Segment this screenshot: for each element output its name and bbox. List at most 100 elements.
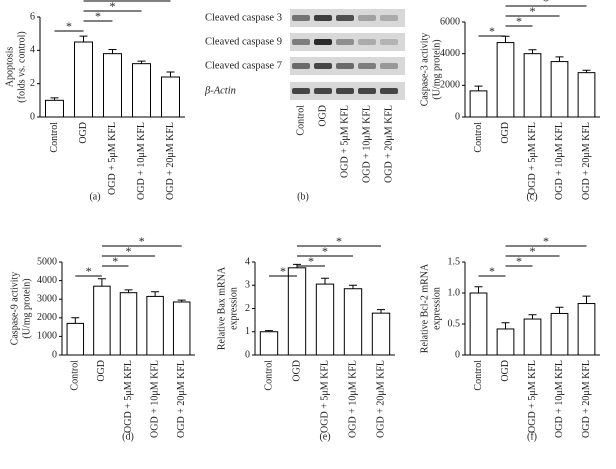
blot-lane-label: OGD + 10μM KFL [361,105,372,183]
y-tick-label: 0 [455,349,460,360]
significance-label: * [110,0,116,13]
y-tick-label: 0 [455,111,460,122]
error-bar [528,49,537,54]
bar [496,328,515,356]
y-tick-label: 4 [245,256,250,267]
error-bar [108,49,117,54]
x-tick-label: OGD + 5μM KFL [527,122,538,195]
y-axis-label: Relative Bax mRNA [216,266,227,350]
significance-label: * [95,9,101,23]
y-axis-label: Relative Bcl-2 mRNA [419,263,430,353]
significance-label: * [530,244,536,258]
x-tick-label: Control [49,122,60,153]
error-bar [79,35,88,42]
blot-strip [290,33,405,51]
y-axis-label: Caspase-3 activity [419,33,430,107]
error-bar [50,97,59,101]
significance-label: * [543,234,549,248]
blot-band [358,39,376,45]
bar [103,53,122,118]
bar [577,303,596,356]
bar [550,312,569,356]
y-tick-label: 4000 [37,275,57,286]
y-tick-label: 4 [30,45,35,56]
blot-lane-label: OGD [317,105,328,127]
y-tick-label: 6000 [440,16,460,27]
blot-band [314,88,332,94]
bar [259,331,279,356]
error-bar [124,289,133,293]
blot-row-label: Cleaved caspase 3 [205,12,282,23]
bar [577,72,596,118]
x-tick-label: OGD + 20μM KFL [375,360,386,438]
y-tick-label: 3 [245,280,250,291]
significance-label: * [489,24,495,38]
x-tick-label: OGD + 10μM KFL [136,122,147,200]
y-axis-label: expression [228,287,239,330]
error-bar [528,314,537,320]
blot-band [336,63,354,69]
panel-label: (c) [526,191,537,202]
y-tick-label: 0.5 [448,318,461,329]
y-axis-label: (folds vs. control) [16,31,27,102]
blot-band [358,63,376,69]
blot-band [336,39,354,45]
y-tick-label: 1 [245,326,250,337]
bar [469,90,488,118]
panel-label: (f) [527,431,537,442]
significance-label: * [516,14,522,28]
y-axis-label: Apoptosis [4,47,15,88]
error-bar [501,322,510,329]
bar [74,41,93,118]
blot-lane-label: OGD + 5μM KFL [339,105,350,178]
blot-row-label: Cleaved caspase 7 [205,60,282,71]
panel-label: (e) [319,431,330,442]
bar [371,312,391,356]
bar [119,292,138,356]
x-tick-label: OGD [96,360,107,382]
x-tick-label: OGD + 5μM KFL [107,122,118,195]
error-bar [177,299,186,302]
significance-label: * [543,0,549,8]
error-bar [474,85,483,91]
error-bar [71,317,80,324]
significance-label: * [336,234,342,248]
significance-label: * [124,0,130,3]
y-tick-label: 1.0 [448,287,461,298]
bar [315,283,335,356]
y-tick-label: 5000 [37,256,57,267]
y-axis-label: Caspase-9 activity [9,272,20,346]
blot-band [336,15,354,21]
blot-band [292,39,310,45]
bar [132,63,151,118]
x-tick-label: OGD + 10μM KFL [554,122,565,200]
y-tick-label: 1.5 [448,256,461,267]
error-bar [97,278,106,287]
y-tick-label: 0 [52,349,57,360]
error-bar [501,35,510,43]
bar [66,322,85,356]
significance-label: * [280,264,286,278]
x-tick-label: Control [473,122,484,153]
blot-band [292,88,310,94]
significance-label: * [139,234,145,248]
bar [146,295,164,356]
error-bar [166,71,175,77]
x-tick-label: OGD [291,360,302,382]
error-bar [349,284,357,289]
significance-label: * [322,244,328,258]
y-tick-label: 2 [30,78,35,89]
panel-label: (a) [89,191,100,202]
blot-band [314,63,332,69]
x-tick-label: OGD + 20μM KFL [165,122,176,200]
blot-band [292,15,310,21]
significance-label: * [66,19,72,33]
blot-band [380,63,398,69]
x-tick-label: OGD [500,122,511,144]
significance-label: * [86,264,92,278]
blot-band [314,15,332,21]
error-bar [555,306,564,314]
x-tick-label: OGD [500,360,511,382]
y-tick-label: 4000 [440,48,460,59]
